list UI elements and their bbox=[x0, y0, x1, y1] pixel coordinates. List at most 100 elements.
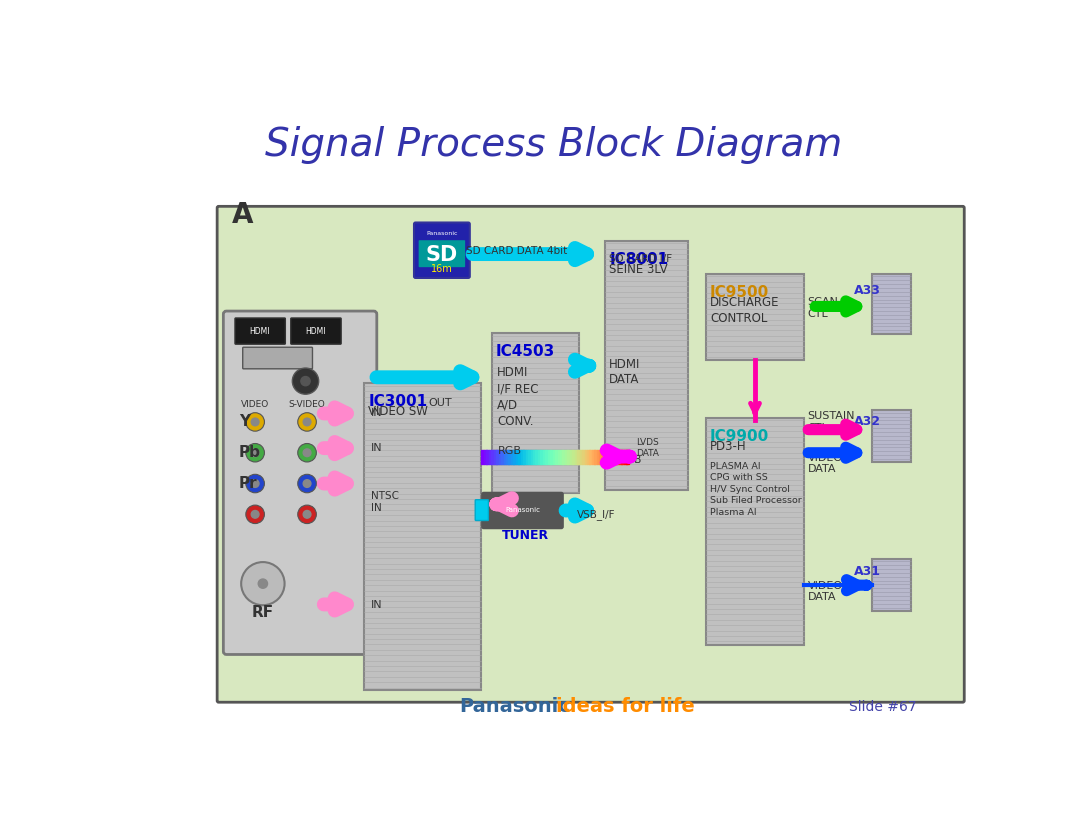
FancyBboxPatch shape bbox=[482, 493, 563, 528]
Bar bbox=[611, 450, 615, 464]
Text: SD CARD I/F: SD CARD I/F bbox=[609, 254, 673, 264]
Bar bbox=[609, 450, 612, 464]
FancyBboxPatch shape bbox=[872, 410, 910, 462]
FancyBboxPatch shape bbox=[706, 274, 804, 360]
Bar bbox=[567, 450, 570, 464]
Bar bbox=[575, 450, 578, 464]
Bar bbox=[619, 450, 622, 464]
Bar bbox=[553, 450, 555, 464]
Circle shape bbox=[298, 444, 316, 462]
Text: HDMI: HDMI bbox=[306, 327, 326, 335]
Text: LVDS
DATA: LVDS DATA bbox=[636, 439, 659, 458]
FancyBboxPatch shape bbox=[606, 241, 688, 490]
Text: SCAN
CTL: SCAN CTL bbox=[808, 297, 838, 319]
Bar bbox=[496, 450, 499, 464]
Text: VIDEO: VIDEO bbox=[241, 399, 269, 409]
Bar bbox=[516, 450, 518, 464]
Circle shape bbox=[246, 505, 265, 524]
Text: HDMI
DATA: HDMI DATA bbox=[609, 358, 640, 386]
Circle shape bbox=[246, 444, 265, 462]
Bar bbox=[604, 450, 607, 464]
Text: HDMI
I/F REC
A/D
CONV.: HDMI I/F REC A/D CONV. bbox=[497, 366, 539, 428]
Text: VIDEO SW: VIDEO SW bbox=[368, 405, 428, 418]
Text: SUSTAIN
CTL: SUSTAIN CTL bbox=[808, 411, 855, 433]
Bar bbox=[577, 450, 580, 464]
FancyBboxPatch shape bbox=[414, 223, 470, 278]
Circle shape bbox=[298, 413, 316, 431]
Bar bbox=[484, 450, 487, 464]
Bar bbox=[530, 450, 534, 464]
Bar bbox=[594, 450, 597, 464]
Text: VIDEO
DATA: VIDEO DATA bbox=[808, 453, 842, 475]
Text: Pr: Pr bbox=[239, 476, 257, 491]
Bar bbox=[570, 450, 572, 464]
Bar bbox=[503, 450, 507, 464]
Bar bbox=[582, 450, 585, 464]
Text: IC9900: IC9900 bbox=[710, 429, 769, 444]
Bar bbox=[523, 450, 526, 464]
Bar bbox=[545, 450, 548, 464]
Circle shape bbox=[303, 480, 311, 487]
Bar bbox=[555, 450, 558, 464]
Circle shape bbox=[293, 368, 319, 394]
Bar bbox=[526, 450, 528, 464]
Bar bbox=[518, 450, 521, 464]
Text: S-VIDEO: S-VIDEO bbox=[288, 399, 325, 409]
Bar bbox=[486, 450, 489, 464]
Text: ideas for life: ideas for life bbox=[556, 697, 694, 716]
Text: IN: IN bbox=[370, 600, 382, 610]
Text: A32: A32 bbox=[854, 414, 881, 428]
Text: A33: A33 bbox=[854, 284, 881, 297]
Text: SEINE 3LV: SEINE 3LV bbox=[609, 263, 667, 275]
Bar bbox=[521, 450, 524, 464]
Text: Panasonic: Panasonic bbox=[427, 231, 458, 236]
FancyBboxPatch shape bbox=[706, 418, 804, 646]
Circle shape bbox=[252, 480, 259, 487]
Circle shape bbox=[252, 418, 259, 426]
Text: RGB: RGB bbox=[498, 446, 522, 456]
Text: 16m: 16m bbox=[431, 264, 453, 274]
Text: Panasonic: Panasonic bbox=[505, 508, 540, 514]
Bar bbox=[505, 450, 509, 464]
FancyBboxPatch shape bbox=[235, 318, 285, 344]
FancyBboxPatch shape bbox=[872, 274, 910, 334]
Circle shape bbox=[298, 505, 316, 524]
Bar bbox=[513, 450, 516, 464]
Bar bbox=[557, 450, 561, 464]
Bar bbox=[548, 450, 551, 464]
FancyBboxPatch shape bbox=[364, 384, 481, 690]
FancyBboxPatch shape bbox=[475, 500, 488, 520]
FancyBboxPatch shape bbox=[217, 206, 964, 702]
Bar bbox=[559, 450, 563, 464]
Bar bbox=[602, 450, 605, 464]
Text: IC9500: IC9500 bbox=[710, 285, 769, 300]
Bar bbox=[565, 450, 568, 464]
Circle shape bbox=[303, 418, 311, 426]
FancyBboxPatch shape bbox=[419, 240, 465, 267]
Bar bbox=[617, 450, 619, 464]
Bar bbox=[597, 450, 599, 464]
Bar bbox=[590, 450, 592, 464]
Circle shape bbox=[241, 562, 284, 605]
Circle shape bbox=[246, 475, 265, 493]
Bar bbox=[586, 450, 590, 464]
Text: RGB: RGB bbox=[619, 455, 642, 465]
Bar bbox=[536, 450, 538, 464]
Text: DISCHARGE
CONTROL: DISCHARGE CONTROL bbox=[710, 296, 780, 324]
Text: IC8001: IC8001 bbox=[609, 252, 669, 267]
Text: HDMI: HDMI bbox=[249, 327, 270, 335]
FancyBboxPatch shape bbox=[291, 318, 341, 344]
Bar bbox=[572, 450, 575, 464]
FancyBboxPatch shape bbox=[491, 334, 579, 493]
Text: Y: Y bbox=[239, 414, 249, 430]
Bar bbox=[491, 450, 494, 464]
Bar bbox=[499, 450, 501, 464]
Bar bbox=[509, 450, 511, 464]
Bar bbox=[538, 450, 541, 464]
Bar bbox=[599, 450, 602, 464]
Bar bbox=[621, 450, 624, 464]
Text: Panasonic: Panasonic bbox=[459, 697, 570, 716]
Circle shape bbox=[303, 510, 311, 518]
Text: A31: A31 bbox=[854, 565, 881, 578]
Bar bbox=[511, 450, 514, 464]
